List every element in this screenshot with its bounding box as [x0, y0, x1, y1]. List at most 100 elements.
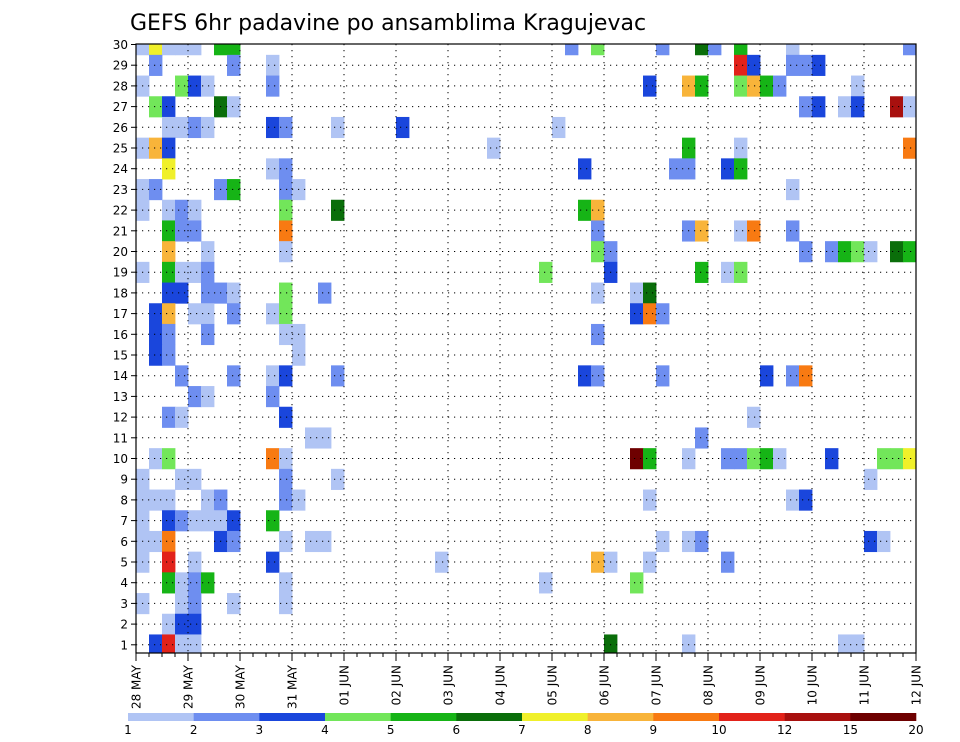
precip-cell — [643, 448, 657, 470]
precip-cell — [149, 137, 163, 159]
precip-cell — [695, 530, 709, 553]
precip-cell — [279, 365, 293, 387]
y-tick-label: 9 — [120, 473, 128, 487]
precip-cell — [591, 365, 605, 387]
precip-cell — [591, 199, 605, 221]
precip-cell — [396, 116, 410, 139]
colorbar-swatch — [456, 713, 523, 721]
colorbar-label: 6 — [453, 723, 461, 737]
precip-cell — [201, 386, 215, 408]
precip-cell — [786, 365, 800, 387]
precip-cell — [799, 96, 813, 118]
precip-cell — [721, 551, 735, 573]
precip-cell — [656, 44, 670, 56]
precip-cell — [201, 323, 215, 346]
precip-cell — [227, 593, 241, 615]
precip-cell — [799, 489, 813, 511]
precip-cell — [162, 323, 176, 346]
y-tick-label: 19 — [113, 266, 128, 280]
colorbar-label: 4 — [321, 723, 329, 737]
precip-cell — [266, 510, 280, 532]
precip-cell — [747, 54, 761, 76]
precip-cell — [786, 179, 800, 201]
precip-cell — [149, 634, 163, 654]
colorbar-label: 15 — [843, 723, 858, 737]
precip-cell — [578, 158, 592, 180]
precip-cell — [149, 448, 163, 470]
precip-cell — [175, 282, 189, 304]
precip-cell — [266, 158, 280, 180]
y-tick-label: 5 — [120, 556, 128, 570]
colorbar-swatch — [719, 713, 785, 721]
precip-cell — [162, 551, 176, 573]
precip-cell — [656, 530, 670, 553]
precip-cell — [162, 303, 176, 325]
y-tick-label: 17 — [113, 307, 128, 321]
precip-cell — [903, 96, 917, 118]
precip-cell — [539, 572, 553, 594]
precip-cell — [591, 551, 605, 573]
precip-cell — [591, 323, 605, 346]
colorbar-swatch — [850, 713, 917, 721]
precip-cell — [149, 303, 163, 325]
precip-cell — [162, 158, 176, 180]
precip-cell — [175, 220, 189, 242]
precip-cell — [162, 572, 176, 594]
precip-cell — [279, 116, 293, 139]
precip-cell — [162, 406, 176, 428]
precip-cell — [487, 137, 501, 159]
precip-cell — [890, 448, 904, 470]
colorbar-label: 1 — [124, 723, 132, 737]
y-tick-label: 21 — [113, 224, 128, 238]
precip-cell — [864, 241, 878, 263]
precip-cell — [565, 44, 579, 56]
y-tick-label: 22 — [113, 204, 128, 218]
precip-cell — [227, 282, 241, 304]
colorbar-label: 9 — [650, 723, 658, 737]
precip-cell — [149, 489, 163, 511]
colorbar-label: 12 — [777, 723, 792, 737]
precip-cell — [851, 634, 865, 654]
precip-cell — [227, 510, 241, 532]
y-tick-label: 20 — [113, 245, 128, 259]
precip-cell — [786, 44, 800, 56]
precip-cell — [149, 530, 163, 553]
precip-cell — [162, 116, 176, 139]
x-tick-label: 29 MAY — [182, 664, 196, 709]
colorbar-swatch — [193, 713, 260, 721]
precip-cell — [149, 44, 163, 56]
precip-cell — [591, 282, 605, 304]
precip-cell — [149, 179, 163, 201]
precip-cell — [812, 96, 826, 118]
precip-cell — [630, 282, 644, 304]
precip-cell — [188, 116, 202, 139]
precip-cell — [708, 44, 722, 56]
colorbar-swatch — [784, 713, 851, 721]
precip-cell — [734, 137, 748, 159]
precip-cell — [201, 303, 215, 325]
y-tick-label: 18 — [113, 286, 128, 300]
precip-cell — [643, 282, 657, 304]
y-tick-label: 3 — [120, 597, 128, 611]
x-tick-label: 03 JUN — [442, 665, 456, 705]
colorbar-swatch — [128, 713, 194, 721]
precip-cell — [305, 427, 319, 449]
precip-cell — [162, 199, 176, 221]
colorbar-swatch — [259, 713, 326, 721]
precip-cell — [266, 75, 280, 97]
precip-cell — [539, 261, 553, 283]
y-tick-label: 4 — [120, 576, 128, 590]
precip-cell — [201, 75, 215, 97]
precip-cell — [318, 530, 332, 553]
precip-cell — [773, 75, 787, 97]
precip-cell — [721, 261, 735, 283]
precip-cell — [201, 282, 215, 304]
precip-cell — [279, 179, 293, 201]
precip-cell — [175, 261, 189, 283]
precip-cell — [175, 365, 189, 387]
x-tick-label: 31 MAY — [286, 664, 300, 709]
y-tick-label: 27 — [113, 100, 128, 114]
precip-cell — [227, 303, 241, 325]
precip-cell — [188, 220, 202, 242]
precip-cell — [175, 75, 189, 97]
